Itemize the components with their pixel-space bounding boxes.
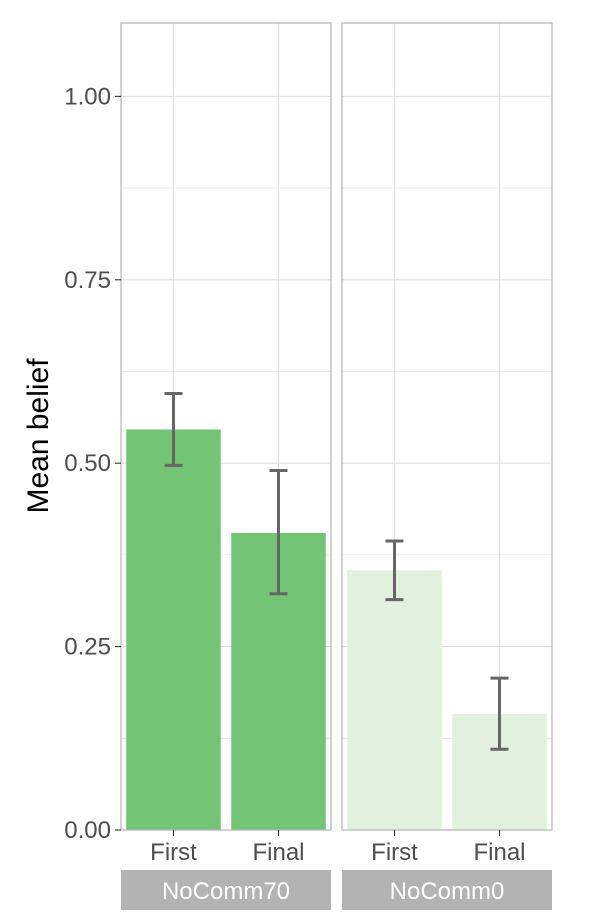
y-axis-title: Mean belief: [22, 358, 55, 514]
facet-strip-label-NoComm0: NoComm0: [390, 878, 505, 905]
facet-strip-NoComm70: [121, 870, 331, 910]
bar-NoComm0-First: [347, 570, 442, 830]
x-tick-label-First: First: [150, 839, 197, 866]
y-tick-label: 1.00: [64, 83, 111, 110]
y-tick-label: 0.25: [64, 634, 111, 661]
x-tick-label-Final: Final: [252, 839, 304, 866]
error-bars: [164, 391, 509, 751]
bars: [126, 429, 547, 830]
error-bar-NoComm70-Final: [269, 469, 288, 596]
y-tick-label: 0.00: [64, 817, 111, 844]
x-tick-label-Final: Final: [473, 839, 525, 866]
x-axis: First Final First Final: [150, 830, 526, 866]
y-axis: 0.00 0.25 0.50 0.75 1.00: [64, 83, 121, 844]
bar-NoComm70-First: [126, 429, 221, 830]
panel-border-NoComm70: [120, 22, 332, 831]
panel-border-NoComm0: [341, 22, 553, 831]
facet-strip-label-NoComm70: NoComm70: [162, 878, 290, 905]
facet-strip-NoComm0: [342, 870, 552, 910]
y-tick-label: 0.75: [64, 267, 111, 294]
y-tick-label: 0.50: [64, 450, 111, 477]
error-bar-NoComm0-Final: [490, 676, 509, 751]
error-bar-NoComm70-First: [164, 391, 183, 467]
x-tick-label-First: First: [371, 839, 418, 866]
error-bar-NoComm0-First: [385, 539, 404, 602]
panel-borders: [120, 22, 553, 831]
facet-strips: NoComm70 NoComm0: [121, 870, 552, 910]
